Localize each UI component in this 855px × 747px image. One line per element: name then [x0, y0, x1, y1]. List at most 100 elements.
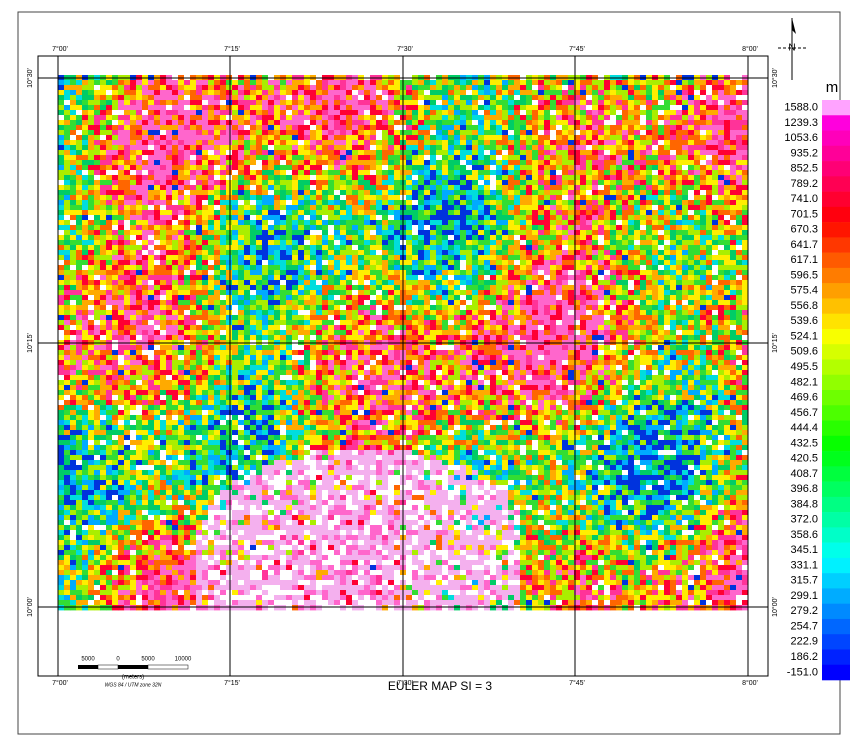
- map-cell: [118, 105, 124, 110]
- map-cell: [280, 200, 286, 205]
- map-cell: [718, 280, 724, 285]
- map-cell: [496, 245, 502, 250]
- map-cell: [436, 255, 442, 260]
- map-cell: [82, 150, 88, 155]
- map-cell: [316, 175, 322, 180]
- map-cell: [94, 210, 100, 215]
- map-cell: [736, 180, 742, 185]
- map-cell: [658, 85, 664, 90]
- map-cell: [412, 250, 418, 255]
- map-cell: [268, 245, 274, 250]
- map-cell: [598, 170, 604, 175]
- map-cell: [604, 215, 610, 220]
- map-cell: [592, 280, 598, 285]
- map-cell: [718, 95, 724, 100]
- map-cell: [58, 220, 64, 225]
- map-cell: [580, 200, 586, 205]
- map-cell: [706, 250, 712, 255]
- map-cell: [562, 275, 568, 280]
- map-cell: [460, 220, 466, 225]
- map-cell: [454, 175, 460, 180]
- map-cell: [142, 200, 148, 205]
- map-cell: [406, 270, 412, 275]
- map-cell: [460, 200, 466, 205]
- map-cell: [316, 205, 322, 210]
- map-cell: [484, 210, 490, 215]
- map-cell: [328, 80, 334, 85]
- map-cell: [538, 200, 544, 205]
- map-cell: [190, 280, 196, 285]
- map-cell: [676, 180, 682, 185]
- map-cell: [76, 260, 82, 265]
- map-cell: [484, 240, 490, 245]
- map-cell: [358, 275, 364, 280]
- map-cell: [616, 170, 622, 175]
- map-cell: [742, 110, 748, 115]
- map-cell: [706, 185, 712, 190]
- map-cell: [688, 165, 694, 170]
- map-cell: [616, 240, 622, 245]
- map-cell: [592, 160, 598, 165]
- map-cell: [196, 170, 202, 175]
- map-cell: [556, 95, 562, 100]
- map-cell: [490, 115, 496, 120]
- map-cell: [340, 170, 346, 175]
- map-cell: [490, 170, 496, 175]
- map-cell: [484, 270, 490, 275]
- map-cell: [520, 170, 526, 175]
- map-cell: [724, 85, 730, 90]
- map-cell: [742, 210, 748, 215]
- map-cell: [160, 170, 166, 175]
- map-cell: [298, 175, 304, 180]
- map-cell: [304, 165, 310, 170]
- map-cell: [286, 100, 292, 105]
- map-cell: [118, 185, 124, 190]
- map-cell: [208, 115, 214, 120]
- map-cell: [214, 165, 220, 170]
- map-cell: [232, 130, 238, 135]
- map-cell: [136, 120, 142, 125]
- map-cell: [442, 135, 448, 140]
- map-cell: [430, 230, 436, 235]
- map-cell: [436, 155, 442, 160]
- map-cell: [226, 155, 232, 160]
- map-cell: [334, 285, 340, 290]
- map-cell: [562, 145, 568, 150]
- map-cell: [586, 115, 592, 120]
- map-cell: [178, 275, 184, 280]
- map-cell: [466, 235, 472, 240]
- map-cell: [490, 130, 496, 135]
- map-cell: [100, 275, 106, 280]
- map-cell: [664, 130, 670, 135]
- map-cell: [100, 165, 106, 170]
- map-cell: [484, 180, 490, 185]
- map-cell: [700, 275, 706, 280]
- map-cell: [274, 225, 280, 230]
- map-cell: [376, 180, 382, 185]
- map-cell: [484, 265, 490, 270]
- map-cell: [508, 110, 514, 115]
- map-cell: [682, 105, 688, 110]
- map-cell: [448, 105, 454, 110]
- map-cell: [568, 110, 574, 115]
- map-cell: [280, 130, 286, 135]
- map-cell: [370, 185, 376, 190]
- map-cell: [718, 185, 724, 190]
- map-cell: [316, 130, 322, 135]
- map-cell: [238, 255, 244, 260]
- map-cell: [112, 200, 118, 205]
- map-cell: [370, 260, 376, 265]
- map-cell: [100, 190, 106, 195]
- map-cell: [94, 110, 100, 115]
- map-cell: [124, 170, 130, 175]
- map-cell: [502, 260, 508, 265]
- map-cell: [226, 145, 232, 150]
- map-cell: [682, 165, 688, 170]
- map-cell: [532, 245, 538, 250]
- map-cell: [664, 165, 670, 170]
- map-cell: [244, 220, 250, 225]
- map-cell: [64, 230, 70, 235]
- map-cell: [562, 165, 568, 170]
- map-cell: [598, 240, 604, 245]
- map-cell: [436, 120, 442, 125]
